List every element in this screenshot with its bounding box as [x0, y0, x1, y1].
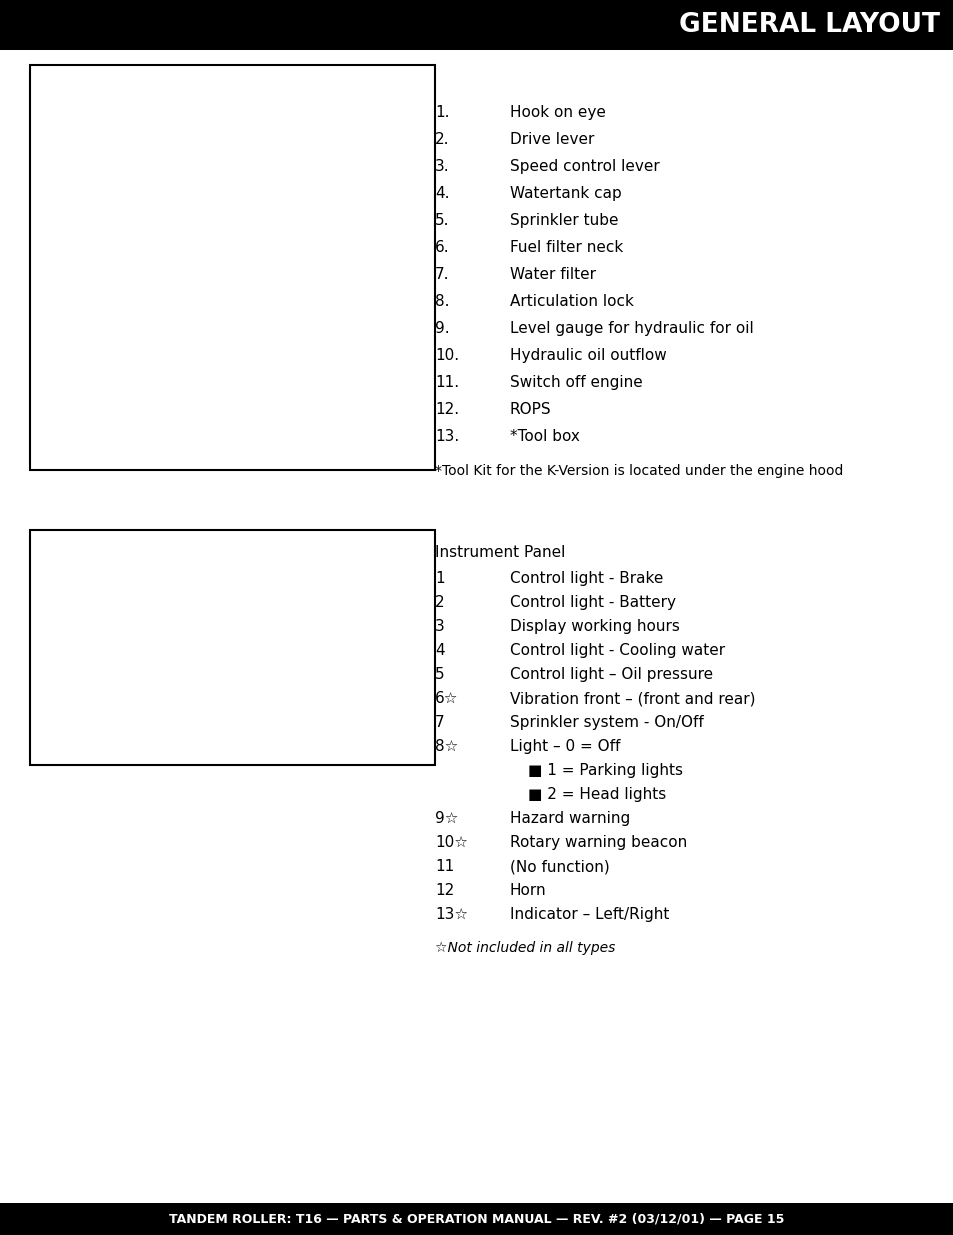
Text: Hydraulic oil outflow: Hydraulic oil outflow — [510, 348, 666, 363]
Text: 9.: 9. — [435, 321, 449, 336]
Text: Speed control lever: Speed control lever — [510, 159, 659, 174]
Bar — [30, 530, 435, 764]
Text: GENERAL LAYOUT: GENERAL LAYOUT — [679, 12, 939, 38]
Text: Sprinkler tube: Sprinkler tube — [510, 212, 618, 228]
Text: Watertank cap: Watertank cap — [510, 186, 621, 201]
Text: Hook on eye: Hook on eye — [510, 105, 605, 120]
Text: Rotary warning beacon: Rotary warning beacon — [510, 835, 686, 850]
Text: Display working hours: Display working hours — [510, 619, 679, 634]
Text: Level gauge for hydraulic for oil: Level gauge for hydraulic for oil — [510, 321, 753, 336]
Text: 11.: 11. — [435, 375, 458, 390]
Text: 2.: 2. — [435, 132, 449, 147]
Text: Drive lever: Drive lever — [510, 132, 594, 147]
Text: 3: 3 — [435, 619, 444, 634]
Text: 4: 4 — [435, 643, 444, 658]
Text: 5: 5 — [435, 667, 444, 682]
Text: Control light – Oil pressure: Control light – Oil pressure — [510, 667, 713, 682]
Text: 10☆: 10☆ — [435, 835, 467, 850]
Text: 8☆: 8☆ — [435, 739, 457, 755]
Text: TANDEM ROLLER: T16 — PARTS & OPERATION MANUAL — REV. #2 (03/12/01) — PAGE 15: TANDEM ROLLER: T16 — PARTS & OPERATION M… — [169, 1213, 784, 1225]
Text: 1: 1 — [435, 571, 444, 585]
Text: Vibration front – (front and rear): Vibration front – (front and rear) — [510, 692, 755, 706]
Text: 7: 7 — [435, 715, 444, 730]
Text: ROPS: ROPS — [510, 403, 551, 417]
Text: Hazard warning: Hazard warning — [510, 811, 630, 826]
Text: 5.: 5. — [435, 212, 449, 228]
Bar — [0, 1203, 953, 1235]
Text: 3.: 3. — [435, 159, 449, 174]
Text: Fuel filter neck: Fuel filter neck — [510, 240, 622, 254]
Text: Horn: Horn — [510, 883, 546, 898]
Text: Control light - Brake: Control light - Brake — [510, 571, 662, 585]
Text: 7.: 7. — [435, 267, 449, 282]
Text: 4.: 4. — [435, 186, 449, 201]
Text: Instrument Panel: Instrument Panel — [435, 545, 565, 559]
Text: 10.: 10. — [435, 348, 458, 363]
Text: Control light - Battery: Control light - Battery — [510, 595, 676, 610]
Text: *Tool box: *Tool box — [510, 429, 579, 445]
Text: ☆Not included in all types: ☆Not included in all types — [435, 941, 615, 955]
Text: Water filter: Water filter — [510, 267, 596, 282]
Text: 12: 12 — [435, 883, 454, 898]
Text: Sprinkler system - On/Off: Sprinkler system - On/Off — [510, 715, 703, 730]
Text: 11: 11 — [435, 860, 454, 874]
Text: 6☆: 6☆ — [435, 692, 457, 706]
Text: Articulation lock: Articulation lock — [510, 294, 633, 309]
Text: ■ 2 = Head lights: ■ 2 = Head lights — [527, 787, 665, 802]
Text: 2: 2 — [435, 595, 444, 610]
Text: 6.: 6. — [435, 240, 449, 254]
Bar — [0, 0, 953, 49]
Text: Switch off engine: Switch off engine — [510, 375, 642, 390]
Text: 13.: 13. — [435, 429, 458, 445]
Text: Light – 0 = Off: Light – 0 = Off — [510, 739, 619, 755]
Text: 12.: 12. — [435, 403, 458, 417]
Text: Control light - Cooling water: Control light - Cooling water — [510, 643, 724, 658]
Text: (No function): (No function) — [510, 860, 609, 874]
Bar — [30, 65, 435, 471]
Text: *Tool Kit for the K-Version is located under the engine hood: *Tool Kit for the K-Version is located u… — [435, 464, 842, 478]
Text: 8.: 8. — [435, 294, 449, 309]
Text: Indicator – Left/Right: Indicator – Left/Right — [510, 906, 669, 923]
Text: 13☆: 13☆ — [435, 906, 468, 923]
Text: ■ 1 = Parking lights: ■ 1 = Parking lights — [527, 763, 682, 778]
Text: 9☆: 9☆ — [435, 811, 457, 826]
Text: 1.: 1. — [435, 105, 449, 120]
